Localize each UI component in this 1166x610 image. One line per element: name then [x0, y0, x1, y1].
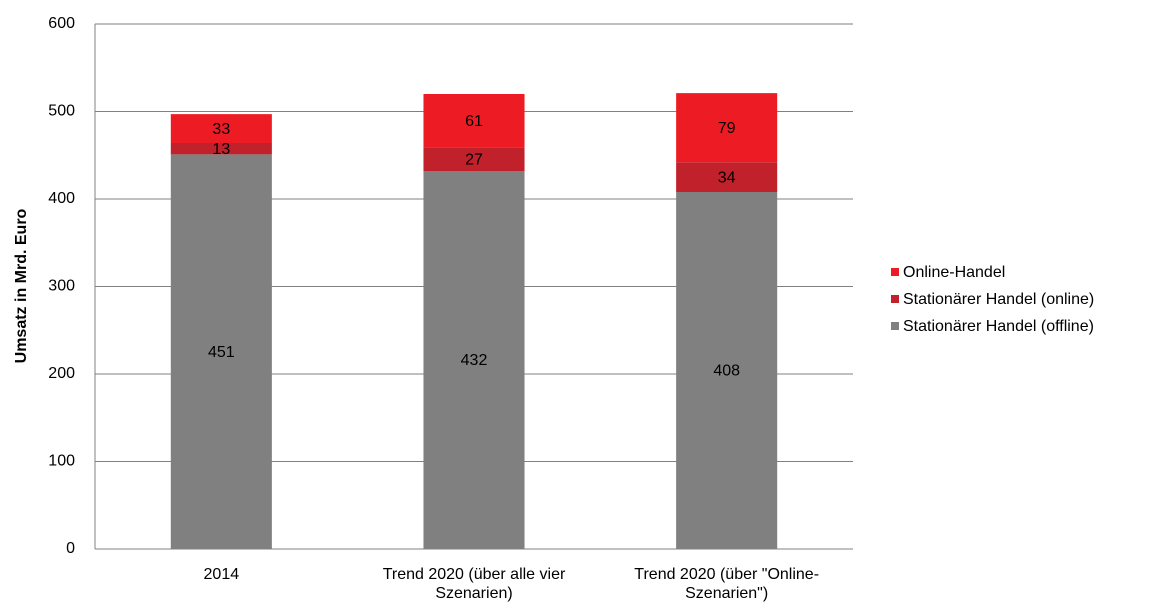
data-label: 451: [208, 344, 235, 361]
x-tick-label: 2014: [203, 566, 240, 583]
bar-segment: [676, 162, 778, 192]
bar-segment: [423, 94, 525, 148]
y-tick-label: 600: [48, 15, 75, 32]
x-tick-label: Trend 2020 (über "Online-Szenarien"): [634, 566, 820, 602]
bar-segment: [423, 171, 525, 549]
data-label: 33: [212, 121, 230, 138]
bar-segment: [423, 147, 525, 171]
bar-segment: [170, 143, 272, 155]
y-tick-label: 100: [48, 453, 75, 470]
data-label: 34: [718, 169, 736, 186]
legend-swatch: [891, 295, 899, 303]
data-label: 79: [718, 120, 736, 137]
bar-segment: [170, 114, 272, 143]
legend-label: Online-Handel: [903, 264, 1005, 281]
y-tick-label: 200: [48, 365, 75, 382]
y-tick-label: 0: [66, 540, 75, 557]
data-label: 61: [465, 113, 483, 130]
bar-segment: [676, 192, 778, 549]
x-tick-label: Trend 2020 (über alle vier Szenarien): [382, 566, 566, 602]
y-tick-label: 300: [48, 278, 75, 295]
bar-segment: [676, 93, 778, 163]
legend-label: Stationärer Handel (online): [903, 291, 1094, 308]
data-label: 408: [713, 363, 740, 380]
legend-label: Stationärer Handel (offline): [903, 318, 1094, 335]
bar-segment: [170, 154, 272, 549]
legend-swatch: [891, 268, 899, 276]
data-label: 13: [212, 141, 230, 158]
y-tick-label: 500: [48, 103, 75, 120]
data-label: 432: [461, 352, 488, 369]
y-axis-label: Umsatz in Mrd. Euro: [13, 208, 30, 363]
data-label: 27: [465, 151, 483, 168]
legend-swatch: [891, 322, 899, 330]
y-tick-label: 400: [48, 190, 75, 207]
